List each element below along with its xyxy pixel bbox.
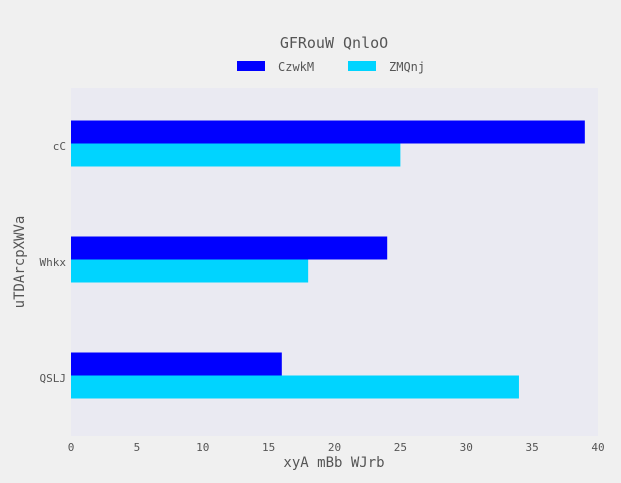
y-tick-label: QSLJ bbox=[40, 372, 67, 385]
y-tick-label: Whkx bbox=[40, 256, 67, 269]
x-tick-label: 35 bbox=[526, 441, 539, 454]
x-tick-label: 20 bbox=[328, 441, 341, 454]
y-axis-label: uTDArcpXWVa bbox=[12, 216, 28, 309]
y-tick-label: cC bbox=[53, 140, 66, 153]
x-tick-labels: 0 5 10 15 20 25 30 35 40 bbox=[68, 441, 605, 454]
x-tick-label: 40 bbox=[591, 441, 604, 454]
bar-zmqnj-qslj bbox=[71, 375, 519, 399]
chart-title: GFRouW QnloO bbox=[280, 34, 388, 52]
x-tick-label: 15 bbox=[262, 441, 275, 454]
x-tick-label: 30 bbox=[460, 441, 473, 454]
y-tick-labels: cC Whkx QSLJ bbox=[40, 140, 67, 385]
x-tick-label: 0 bbox=[68, 441, 75, 454]
bar-czwkm-qslj bbox=[71, 352, 282, 376]
x-tick-label: 25 bbox=[394, 441, 407, 454]
bar-zmqnj-cc bbox=[71, 143, 401, 167]
legend-label-czwkm: CzwkM bbox=[278, 60, 314, 74]
legend: CzwkM ZMQnj bbox=[237, 60, 425, 74]
bar-zmqnj-whkx bbox=[71, 259, 309, 283]
legend-swatch-czwkm bbox=[237, 61, 265, 71]
legend-swatch-zmqnj bbox=[348, 61, 376, 71]
bar-czwkm-cc bbox=[71, 120, 585, 144]
legend-label-zmqnj: ZMQnj bbox=[389, 60, 425, 74]
x-tick-label: 5 bbox=[134, 441, 141, 454]
bar-czwkm-whkx bbox=[71, 236, 388, 260]
x-axis-label: xyA mBb WJrb bbox=[283, 455, 384, 471]
bars bbox=[71, 120, 585, 399]
x-tick-label: 10 bbox=[196, 441, 209, 454]
